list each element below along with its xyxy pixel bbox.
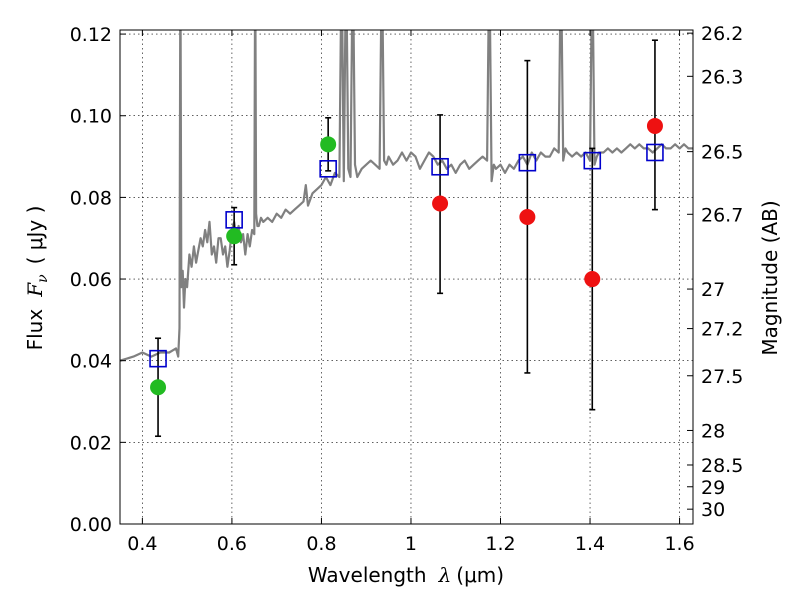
x-axis-ticks: 0.4 0.6 0.8 1 1.2 1.4 1.6	[127, 30, 695, 555]
x-tick-label: 1	[405, 533, 417, 555]
y-tick-label: 0.06	[70, 269, 112, 291]
observed-point	[519, 208, 536, 225]
x-tick-label: 1.2	[485, 533, 515, 555]
x-tick-label: 0.8	[306, 533, 336, 555]
observed-photometry-markers	[150, 117, 663, 396]
y-tick-label: 0.12	[70, 24, 112, 46]
spectrum-layer	[120, 30, 693, 362]
model-photometry-square	[646, 143, 664, 162]
model-photometry-markers	[149, 143, 664, 368]
x-tick-label: 0.6	[217, 533, 247, 555]
observed-point	[432, 195, 449, 212]
y-tick-label: 0.02	[70, 432, 112, 454]
y-tick-label: 0.00	[70, 514, 112, 536]
mag-tick-label: 26.3	[701, 66, 743, 88]
x-axis-label: Wavelength λ (μm)	[308, 563, 504, 587]
model-photometry-square	[431, 157, 449, 176]
model-photometry-square	[518, 153, 537, 172]
observed-point	[320, 136, 337, 153]
y-tick-label: 0.10	[70, 106, 112, 128]
model-spectrum-line	[120, 30, 693, 362]
mag-tick-label: 28.5	[701, 455, 743, 477]
mag-tick-label: 27.5	[701, 366, 743, 388]
mag-tick-label: 26.5	[701, 142, 743, 164]
model-photometry-square	[225, 211, 243, 229]
mag-tick-label: 30	[701, 499, 725, 521]
y-axis-ticks: 0.00 0.02 0.04 0.06 0.08 0.10 0.12	[70, 24, 126, 536]
model-photometry-square	[149, 349, 167, 368]
model-photometry-square	[583, 151, 602, 170]
observed-point	[150, 379, 167, 396]
observed-point	[226, 228, 243, 245]
mag-tick-label: 29	[701, 477, 725, 499]
observed-point	[646, 117, 663, 134]
mag-tick-label: 28	[701, 420, 725, 442]
mag-tick-label: 27	[701, 279, 725, 301]
model-photometry-square	[319, 160, 337, 178]
y-tick-label: 0.08	[70, 187, 112, 209]
x-tick-label: 1.6	[664, 533, 694, 555]
mag-tick-label: 26.2	[701, 23, 743, 45]
mag-tick-label: 26.7	[701, 204, 743, 226]
magnitude-axis-label: Magnitude (AB)	[758, 200, 782, 355]
mag-tick-label: 27.2	[701, 319, 743, 341]
x-tick-label: 1.4	[575, 533, 605, 555]
grid-lines	[120, 30, 693, 525]
plot-frame	[119, 29, 694, 525]
x-tick-label: 0.4	[127, 533, 157, 555]
y-tick-label: 0.04	[70, 351, 112, 373]
observed-point	[584, 271, 601, 288]
y-axis-label: FluxFν( μJy )	[23, 206, 51, 351]
